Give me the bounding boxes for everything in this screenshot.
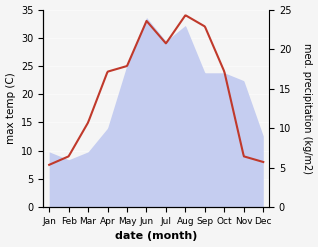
X-axis label: date (month): date (month) xyxy=(115,231,197,242)
Y-axis label: max temp (C): max temp (C) xyxy=(5,72,16,144)
Y-axis label: med. precipitation (kg/m2): med. precipitation (kg/m2) xyxy=(302,43,313,174)
